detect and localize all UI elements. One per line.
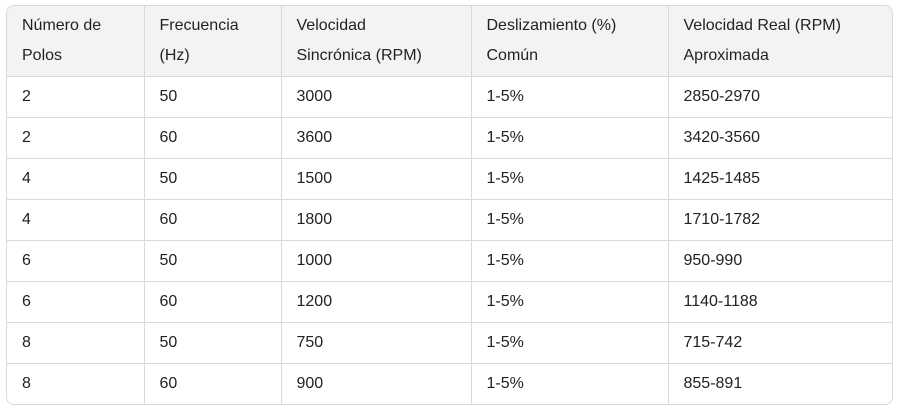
table-cell: 3600 [281,117,472,159]
header-line: Deslizamiento (%) [486,17,617,34]
table-row: 8 60 900 1-5% 855-891 [7,363,892,404]
table-cell: 1-5% [471,322,669,364]
header-cell: Velocidad Sincrónica (RPM) [281,6,472,77]
table-cell: 900 [281,363,472,404]
table-cell: 4 [7,199,145,241]
table-cell: 1710-1782 [668,199,892,241]
table-cell: 60 [144,363,282,404]
table-cell: 1-5% [471,363,669,404]
header-line: Velocidad Real (RPM) [683,17,841,34]
table-cell: 8 [7,363,145,404]
table-cell: 50 [144,322,282,364]
table-cell: 1-5% [471,281,669,323]
header-cell: Velocidad Real (RPM) Aproximada [668,6,892,77]
table-cell: 60 [144,117,282,159]
table-row: 4 50 1500 1-5% 1425-1485 [7,158,892,200]
header-line: Sincrónica (RPM) [296,47,422,64]
table-cell: 50 [144,240,282,282]
table-container: Número de Polos Frecuencia (Hz) Velocidad Sin… [6,5,893,405]
table-cell: 1-5% [471,117,669,159]
table-cell: 3000 [281,76,472,118]
header-row: Número de Polos Frecuencia (Hz) Velocidad Sin… [7,6,892,77]
table-cell: 2 [7,117,145,159]
table-cell: 50 [144,76,282,118]
header-line: Común [486,47,539,64]
header-line: Frecuencia [159,17,239,34]
table-row: 2 60 3600 1-5% 3420-3560 [7,117,892,159]
table-row: 4 60 1800 1-5% 1710-1782 [7,199,892,241]
table-cell: 6 [7,281,145,323]
table-cell: 60 [144,199,282,241]
table-cell: 1425-1485 [668,158,892,200]
table-cell: 1500 [281,158,472,200]
header-cell: Deslizamiento (%) Común [471,6,669,77]
table-cell: 1-5% [471,158,669,200]
table-cell: 1200 [281,281,472,323]
table-row: 8 50 750 1-5% 715-742 [7,322,892,364]
header-line: Velocidad [296,17,366,34]
header-line: Aproximada [683,47,769,64]
header-cell: Frecuencia (Hz) [144,6,282,77]
table-row: 6 60 1200 1-5% 1140-1188 [7,281,892,323]
table-cell: 950-990 [668,240,892,282]
header-line: Número de [22,17,102,34]
table-cell: 855-891 [683,375,743,392]
table-cell: 50 [144,158,282,200]
table-cell: 1800 [281,199,472,241]
table-cell: 1-5% [471,240,669,282]
header-cell: Número de Polos [7,6,145,77]
table-cell: 715-742 [668,322,892,364]
table-cell: 1000 [281,240,472,282]
table-cell: 2850-2970 [668,76,892,118]
table-cell: 1-5% [471,199,669,241]
header-line: Polos [22,47,63,64]
table-cell: 6 [7,240,145,282]
table-row: 6 50 1000 1-5% 950-990 [7,240,892,282]
table-cell: 2 [7,76,145,118]
table-cell: 3420-3560 [668,117,892,159]
table-cell: 1-5% [471,76,669,118]
table: Número de Polos Frecuencia (Hz) Velocidad Sin… [7,6,892,404]
table-cell: 750 [281,322,472,364]
table-cell: 60 [144,281,282,323]
table-cell: 1140-1188 [668,281,892,323]
table-row: 2 50 3000 1-5% 2850-2970 [7,76,892,118]
table-cell: 8 [7,322,145,364]
header-line: (Hz) [159,47,190,64]
table-body: 2 50 3000 1-5% 2850-2970 2 60 3600 1-5% 3420-3560… [7,76,892,404]
table-cell: 4 [7,158,145,200]
